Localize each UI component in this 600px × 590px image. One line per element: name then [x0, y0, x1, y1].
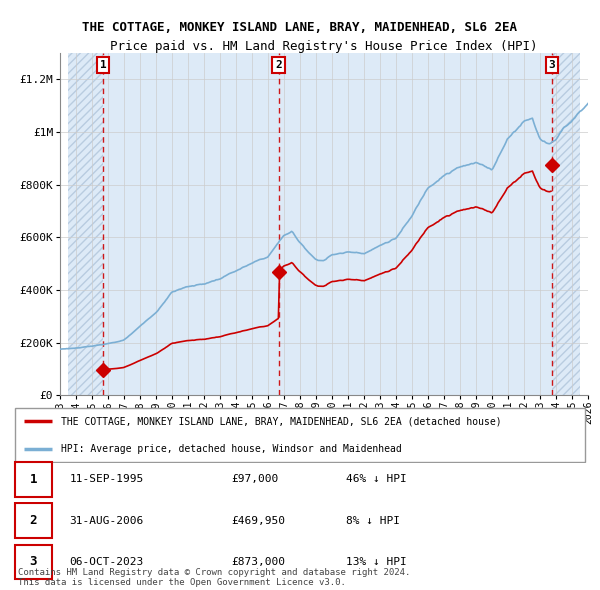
Bar — [278, 53, 552, 395]
Text: £469,950: £469,950 — [231, 516, 285, 526]
Text: 1: 1 — [29, 473, 37, 486]
Text: 3: 3 — [549, 60, 556, 70]
Text: 11-SEP-1995: 11-SEP-1995 — [70, 474, 144, 484]
Text: 06-OCT-2023: 06-OCT-2023 — [70, 557, 144, 567]
FancyBboxPatch shape — [15, 462, 52, 497]
FancyBboxPatch shape — [15, 408, 585, 462]
Text: 2: 2 — [29, 514, 37, 527]
FancyBboxPatch shape — [15, 503, 52, 538]
FancyBboxPatch shape — [15, 545, 52, 579]
Bar — [68, 53, 103, 395]
Text: 13% ↓ HPI: 13% ↓ HPI — [346, 557, 407, 567]
Text: THE COTTAGE, MONKEY ISLAND LANE, BRAY, MAIDENHEAD, SL6 2EA (detached house): THE COTTAGE, MONKEY ISLAND LANE, BRAY, M… — [61, 416, 502, 426]
Text: 1: 1 — [100, 60, 106, 70]
Text: 3: 3 — [29, 555, 37, 569]
Text: Contains HM Land Registry data © Crown copyright and database right 2024.
This d: Contains HM Land Registry data © Crown c… — [18, 568, 410, 587]
Text: HPI: Average price, detached house, Windsor and Maidenhead: HPI: Average price, detached house, Wind… — [61, 444, 402, 454]
Text: £97,000: £97,000 — [231, 474, 278, 484]
Title: Price paid vs. HM Land Registry's House Price Index (HPI): Price paid vs. HM Land Registry's House … — [110, 40, 538, 53]
Text: THE COTTAGE, MONKEY ISLAND LANE, BRAY, MAIDENHEAD, SL6 2EA: THE COTTAGE, MONKEY ISLAND LANE, BRAY, M… — [83, 21, 517, 34]
Text: 31-AUG-2006: 31-AUG-2006 — [70, 516, 144, 526]
Text: 46% ↓ HPI: 46% ↓ HPI — [346, 474, 407, 484]
Text: £873,000: £873,000 — [231, 557, 285, 567]
Text: 8% ↓ HPI: 8% ↓ HPI — [346, 516, 400, 526]
Text: 2: 2 — [275, 60, 282, 70]
Bar — [552, 53, 580, 395]
Bar — [103, 53, 278, 395]
